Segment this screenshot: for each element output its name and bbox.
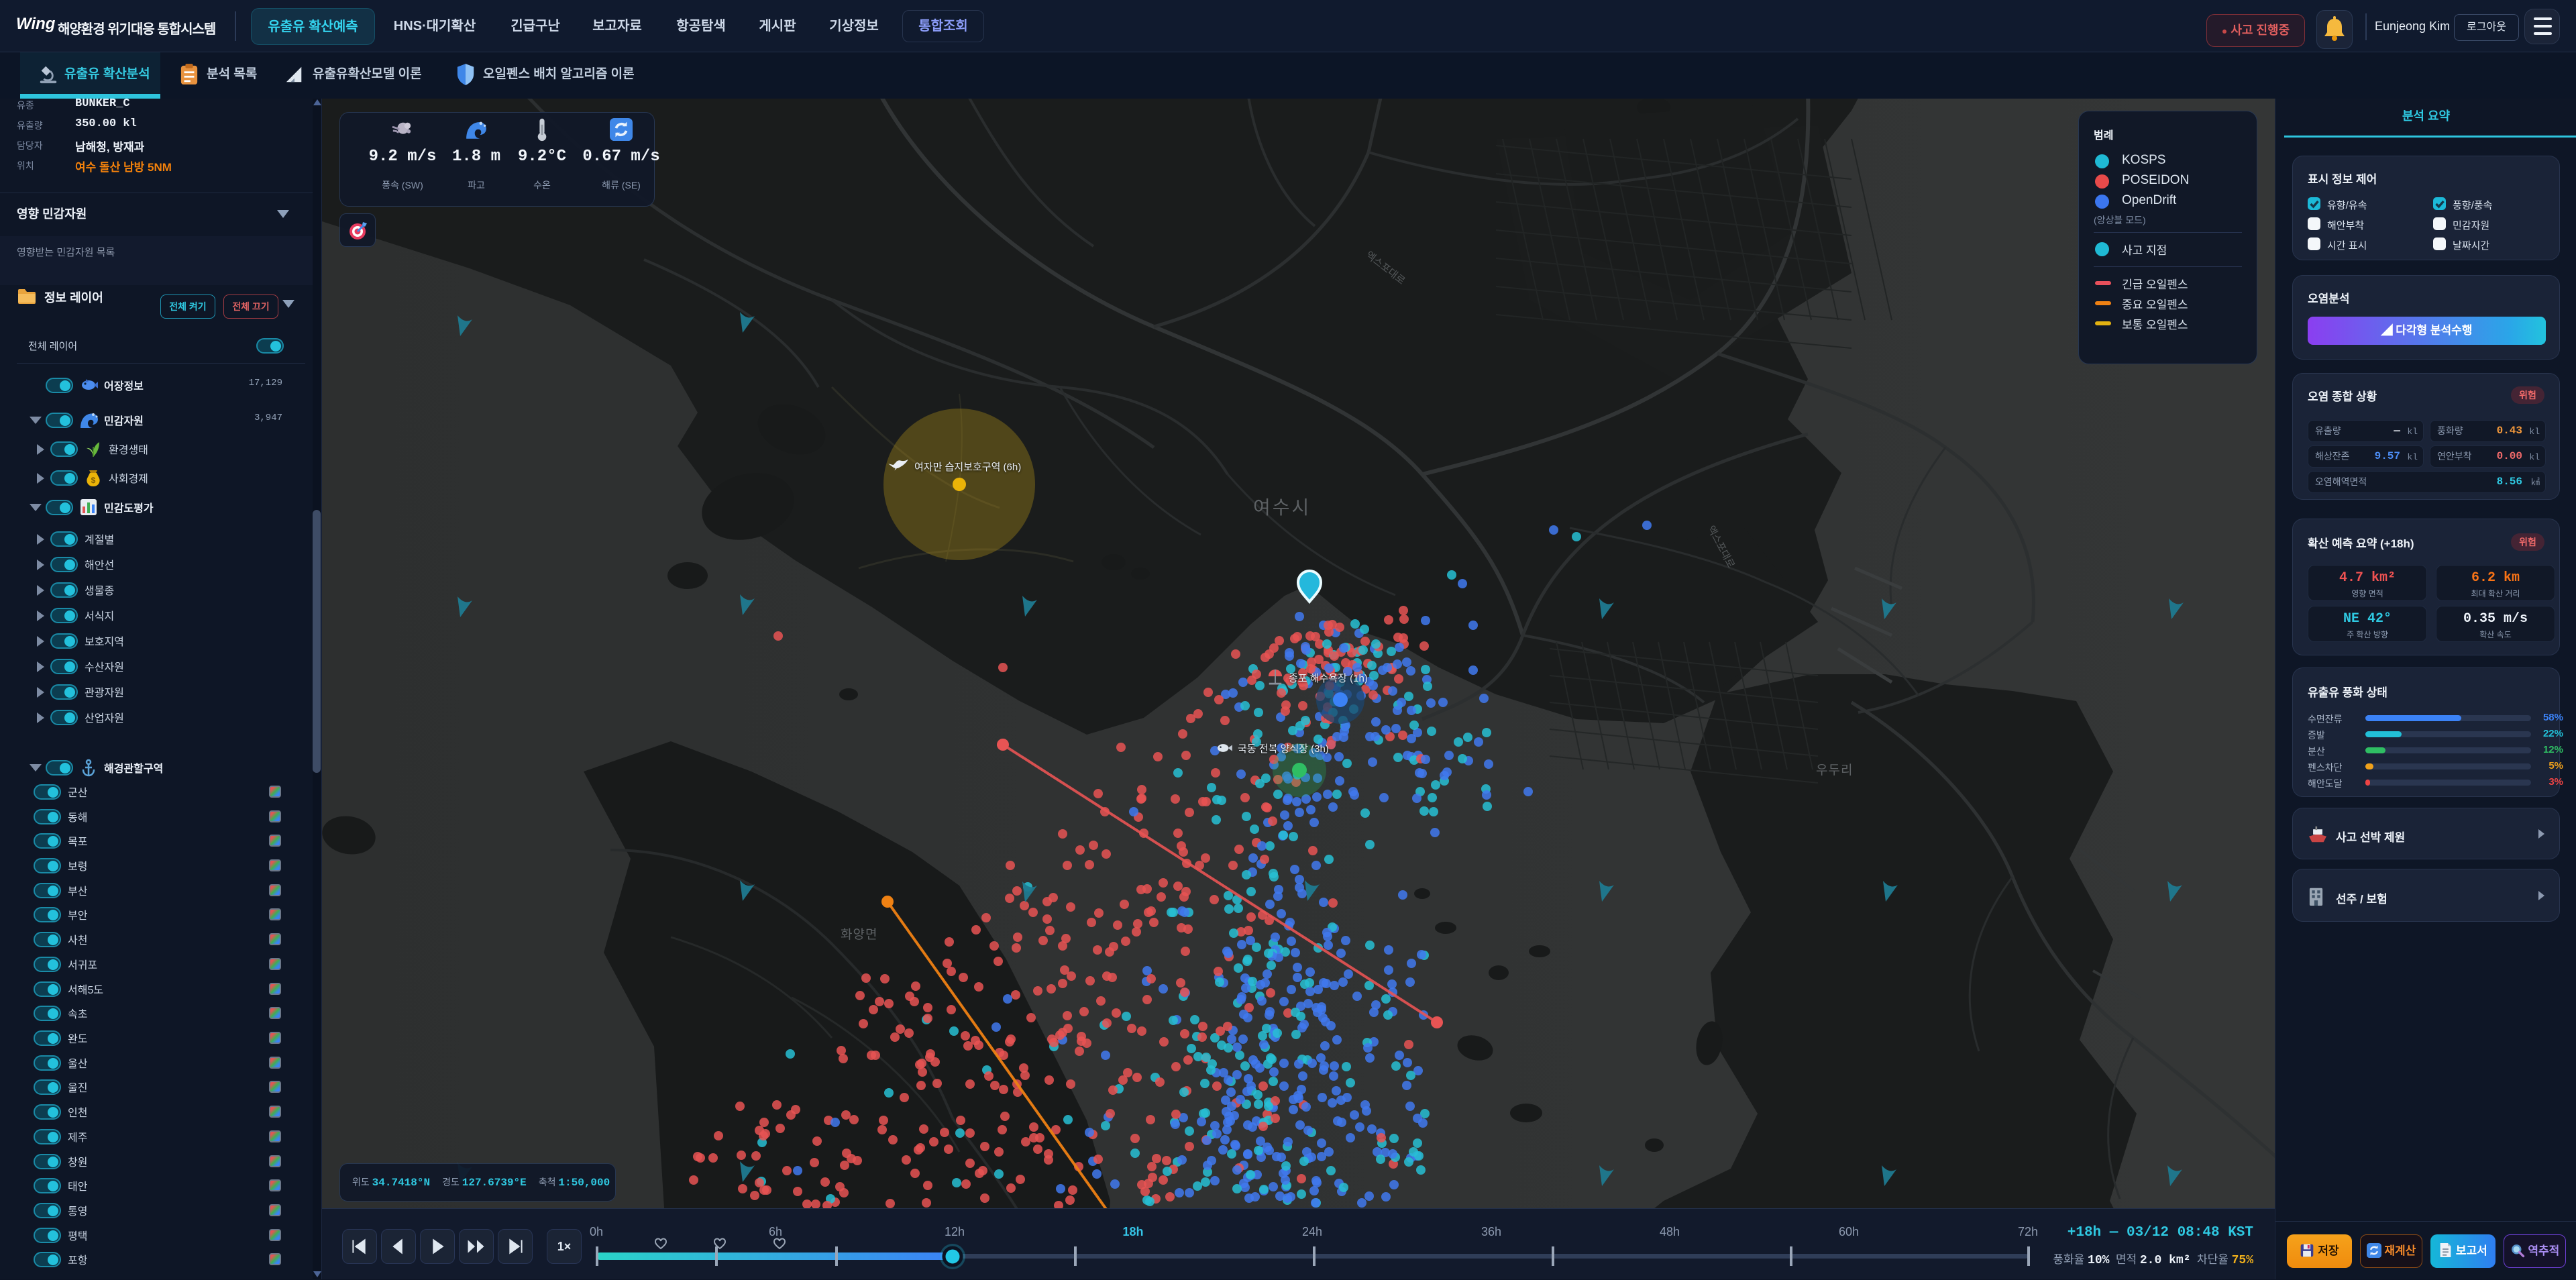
svg-text:36h: 36h (1481, 1225, 1501, 1238)
svg-text:60h: 60h (1839, 1225, 1859, 1238)
svg-text:24h: 24h (1302, 1225, 1322, 1238)
svg-text:12h: 12h (945, 1225, 965, 1238)
svg-text:0h: 0h (590, 1225, 603, 1238)
svg-text:72h: 72h (2018, 1225, 2038, 1238)
svg-text:48h: 48h (1660, 1225, 1680, 1238)
svg-text:$: $ (91, 476, 96, 485)
svg-text:18h: 18h (1122, 1225, 1143, 1238)
svg-text:6h: 6h (769, 1225, 782, 1238)
